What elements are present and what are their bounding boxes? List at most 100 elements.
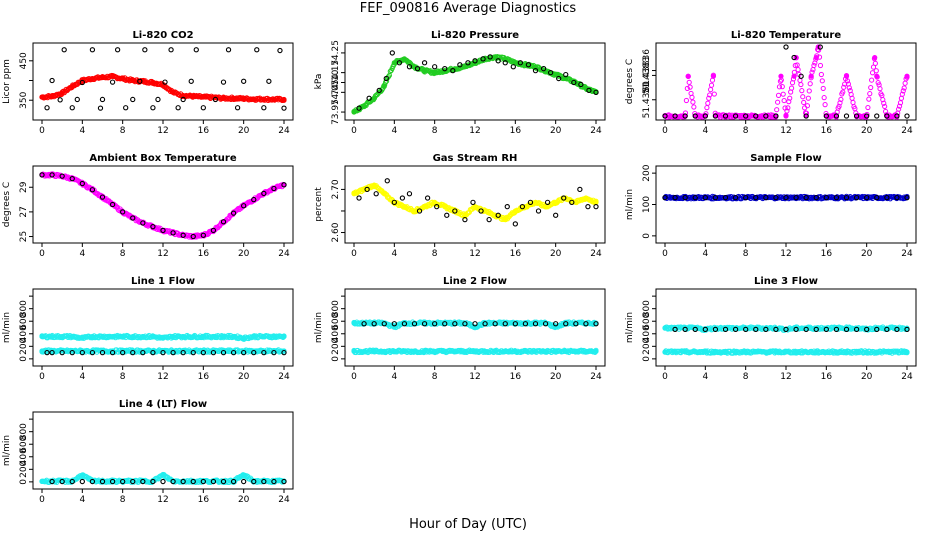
minute-point [850, 99, 856, 106]
minute-point [781, 97, 787, 104]
y-tick-label: 0 [19, 479, 29, 485]
data-point [773, 326, 779, 333]
data-point [261, 478, 267, 485]
minute-point [901, 85, 907, 91]
minute-point [809, 69, 815, 75]
minute-point [844, 78, 851, 84]
data-point [813, 194, 819, 201]
minute-point [691, 104, 697, 110]
data-point [180, 232, 186, 238]
data-point [450, 68, 456, 74]
plot-frame [655, 165, 917, 244]
data-point [160, 227, 166, 234]
x-axis-label: Hour of Day (UTC) [409, 517, 527, 532]
minute-point [711, 91, 717, 97]
data-point [69, 349, 75, 356]
minute-point [822, 102, 828, 108]
series-average [662, 194, 910, 201]
minute-point [774, 107, 780, 113]
data-point [702, 326, 708, 333]
data-point [281, 182, 287, 188]
data-point [522, 321, 529, 327]
minute-point [808, 75, 814, 81]
minute-point [871, 56, 878, 62]
data-point [544, 199, 551, 205]
data-point [74, 96, 80, 103]
data-point [432, 64, 438, 70]
x-tick-label: 12 [157, 249, 168, 259]
panel-title: Line 2 Flow [443, 276, 507, 287]
data-point [281, 105, 287, 111]
data-point [833, 113, 840, 119]
plot-area [39, 332, 287, 356]
data-point [672, 194, 678, 201]
data-point [563, 71, 569, 78]
minute-point [838, 96, 844, 103]
panel-title: Line 3 Flow [754, 276, 818, 287]
data-point [462, 321, 468, 327]
x-tick-label: 4 [391, 372, 397, 382]
data-point [452, 321, 458, 327]
data-point [682, 113, 688, 119]
data-point [271, 478, 277, 485]
x-tick-label: 24 [901, 126, 913, 136]
data-point [884, 326, 890, 333]
data-point [200, 478, 206, 485]
data-point [376, 87, 382, 94]
x-tick-label: 0 [351, 249, 357, 259]
data-point [884, 194, 890, 201]
data-point [79, 79, 85, 86]
data-point [411, 321, 418, 327]
data-point [414, 66, 421, 72]
data-point [465, 60, 471, 66]
data-point [692, 326, 698, 333]
data-point [59, 173, 65, 179]
series-1-minute [351, 53, 599, 115]
x-tick-label: 20 [238, 126, 250, 136]
panel-9: Line 3 Flow ml/min 0 4 8 12 16 20 24 0 20040060080… [625, 276, 917, 382]
y-axis-label: kPa [314, 74, 324, 90]
data-point [783, 44, 789, 50]
data-point [569, 199, 575, 205]
x-tick-label: 8 [120, 126, 126, 136]
data-point [210, 478, 217, 485]
data-point [230, 210, 237, 216]
panel-title: Ambient Box Temperature [89, 153, 236, 164]
y-tick-label: 0 [19, 356, 29, 362]
minute-point [708, 82, 715, 88]
minute-point [873, 68, 879, 74]
series-1-minute [39, 471, 287, 486]
x-tick-label: 20 [550, 126, 562, 136]
data-point [120, 478, 126, 485]
data-point [894, 326, 900, 333]
x-tick-label: 24 [901, 249, 913, 259]
data-point [798, 73, 804, 79]
y-tick-label: 600 [19, 312, 29, 329]
minute-point [902, 349, 908, 356]
data-point [389, 50, 395, 56]
x-tick-label: 4 [79, 372, 85, 382]
plot-area [662, 324, 910, 356]
x-tick-label: 8 [120, 249, 126, 259]
data-point [444, 212, 450, 218]
x-tick-label: 0 [39, 372, 45, 382]
x-tick-label: 12 [780, 126, 791, 136]
minute-point [704, 105, 710, 111]
panel-7: Line 1 Flow ml/min 0 4 8 12 16 20 24 0 20040060080… [2, 276, 294, 382]
data-point [281, 478, 287, 485]
minute-point [791, 69, 797, 75]
data-point [383, 75, 389, 82]
data-point [823, 326, 829, 333]
data-point [109, 79, 116, 85]
data-point [478, 208, 484, 214]
data-point [874, 326, 880, 333]
plot-area [39, 171, 287, 240]
data-point [384, 178, 390, 184]
data-point [391, 321, 397, 327]
y-tick-label: 0 [642, 233, 652, 239]
data-point [140, 478, 146, 485]
data-point [170, 478, 176, 485]
plot-area [351, 50, 599, 115]
